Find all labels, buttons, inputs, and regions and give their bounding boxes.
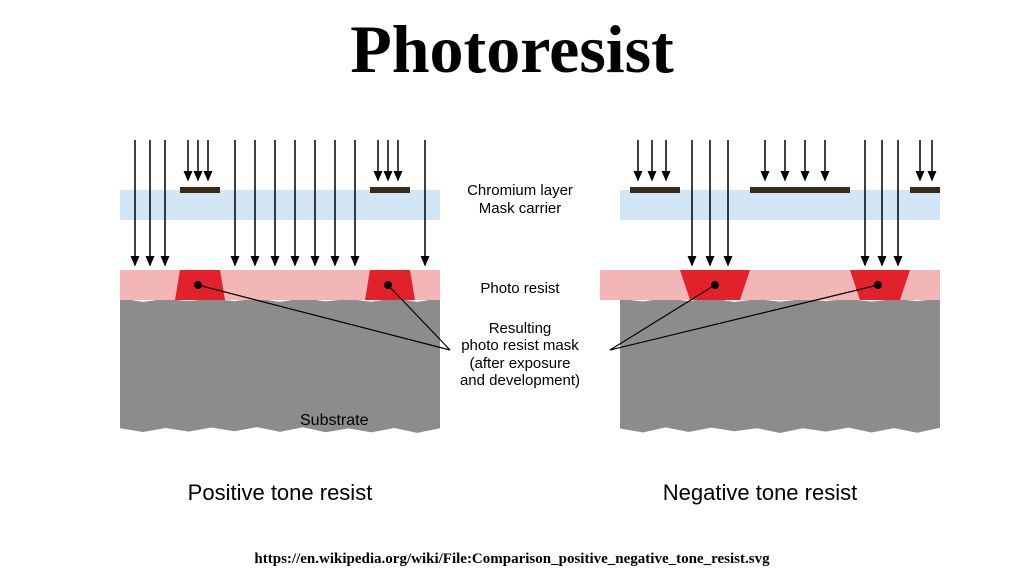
label-photo-resist: Photo resist <box>440 280 600 297</box>
label-resulting: Resultingphoto resist mask(after exposur… <box>440 320 600 389</box>
source-link: https://en.wikipedia.org/wiki/File:Compa… <box>0 551 1024 568</box>
label-substrate: Substrate <box>300 412 368 430</box>
positive-panel <box>120 130 440 470</box>
caption-positive: Positive tone resist <box>120 480 440 506</box>
negative-svg <box>600 130 940 470</box>
caption-negative: Negative tone resist <box>600 480 920 506</box>
positive-svg <box>120 130 460 470</box>
diagram-area: Chromium layer Mask carrier Photo resist… <box>0 130 1024 520</box>
label-chromium: Chromium layer <box>440 182 600 199</box>
negative-panel <box>600 130 920 470</box>
page-title: Photoresist <box>0 10 1024 89</box>
label-mask-carrier: Mask carrier <box>440 200 600 217</box>
